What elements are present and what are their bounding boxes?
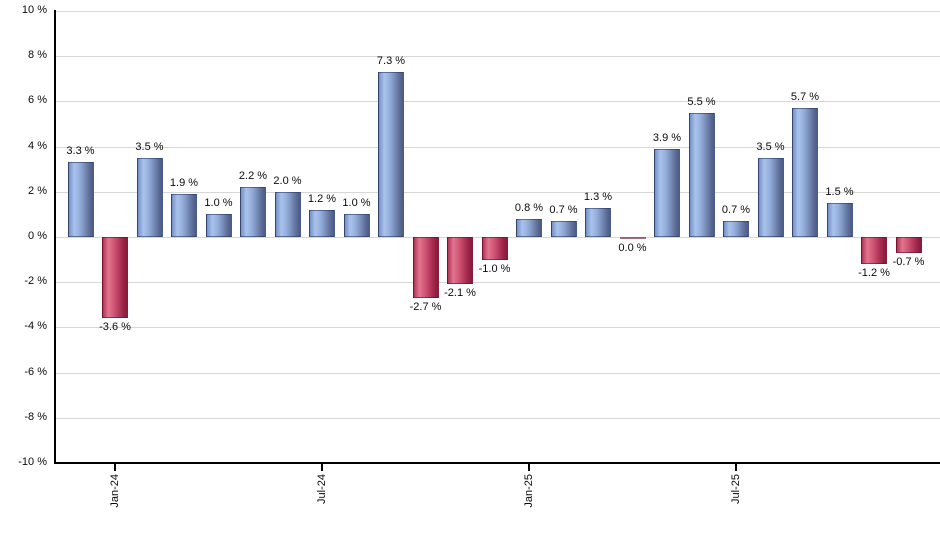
y-axis-tick-label: 10 % [21,4,47,16]
bar-value-label: 1.5 % [825,186,854,198]
x-axis-line [54,462,940,464]
bar-value-label: 3.3 % [66,145,95,157]
bar-value-label: 7.3 % [376,55,406,67]
bar-may-24[interactable] [240,187,266,237]
y-axis-line [54,10,56,464]
bar-value-label: 1.2 % [307,193,337,205]
y-axis-tick-label: -4 % [24,320,47,332]
bar-value-label: 1.9 % [169,177,199,189]
bar-value-label: 3.9 % [652,132,682,144]
x-axis-tick [114,463,116,471]
bar-jan-24[interactable] [102,237,128,318]
bar-apr-25[interactable] [619,237,646,239]
bar-jun-25[interactable] [688,113,715,237]
gridline [56,10,940,12]
bar-jul-24[interactable] [309,210,335,237]
bar-oct-24[interactable] [412,237,439,298]
bar-nov-25[interactable] [861,237,887,264]
bar-jan-25[interactable] [516,219,542,237]
bar-sep-24[interactable] [378,72,404,237]
y-axis-tick-label: -2 % [24,275,47,287]
bar-dec-25[interactable] [895,237,922,253]
bar-feb-24[interactable] [136,158,163,237]
bar-value-label: -0.7 % [892,256,925,268]
y-axis-tick-label: 4 % [28,140,47,152]
gridline [56,146,940,148]
gridline [56,326,940,328]
bar-value-label: 2.2 % [238,170,268,182]
gridline [56,100,940,102]
bar-value-label: -2.7 % [409,301,442,313]
bar-value-label: 3.5 % [756,141,785,153]
bar-mar-25[interactable] [585,208,611,237]
bar-nov-24[interactable] [447,237,473,284]
x-axis-tick-label: Jan-25 [523,474,535,508]
bar-jun-24[interactable] [274,192,301,237]
bar-dec-24[interactable] [481,237,508,260]
x-axis-tick-label: Jan-24 [109,474,121,508]
bar-value-label: -1.0 % [478,263,511,275]
bar-value-label: 1.3 % [583,191,613,203]
x-axis-tick-label: Jul-24 [316,474,328,504]
y-axis-tick-label: -8 % [24,411,47,423]
bar-feb-25[interactable] [550,221,577,237]
bar-value-label: -2.1 % [444,287,476,299]
bar-mar-24[interactable] [171,194,197,237]
bar-value-label: 5.7 % [790,91,820,103]
x-axis-tick [735,463,737,471]
gridline [56,191,940,193]
bar-value-label: -3.6 % [99,321,131,333]
y-axis-tick-label: -10 % [18,456,47,468]
y-axis-tick-label: 0 % [28,230,47,242]
bar-dec-23[interactable] [67,162,94,237]
bar-value-label: 3.5 % [135,141,164,153]
bar-apr-24[interactable] [205,214,232,237]
bar-value-label: -1.2 % [858,267,890,279]
x-axis-tick [528,463,530,471]
bar-value-label: 1.0 % [204,197,233,209]
bar-value-label: 0.8 % [514,202,544,214]
y-axis-tick-label: 8 % [28,49,47,61]
bar-value-label: 0.7 % [549,204,578,216]
gridline [56,417,940,419]
bar-value-label: 0.7 % [721,204,751,216]
bar-value-label: 0.0 % [618,242,647,254]
gridline [56,372,940,374]
bar-jul-25[interactable] [723,221,749,237]
gridline [56,281,940,283]
y-axis-tick-label: 2 % [28,185,47,197]
bar-value-label: 2.0 % [273,175,302,187]
y-axis-tick-label: -6 % [24,366,47,378]
bar-aug-25[interactable] [757,158,784,237]
x-axis-tick [321,463,323,471]
bar-oct-25[interactable] [826,203,853,237]
bar-sep-25[interactable] [792,108,818,237]
bar-aug-24[interactable] [343,214,370,237]
bar-may-25[interactable] [654,149,680,237]
x-axis-tick-label: Jul-25 [730,474,742,504]
bar-value-label: 5.5 % [687,96,716,108]
gridline [56,55,940,57]
bar-value-label: 1.0 % [342,197,371,209]
y-axis-tick-label: 6 % [28,94,47,106]
